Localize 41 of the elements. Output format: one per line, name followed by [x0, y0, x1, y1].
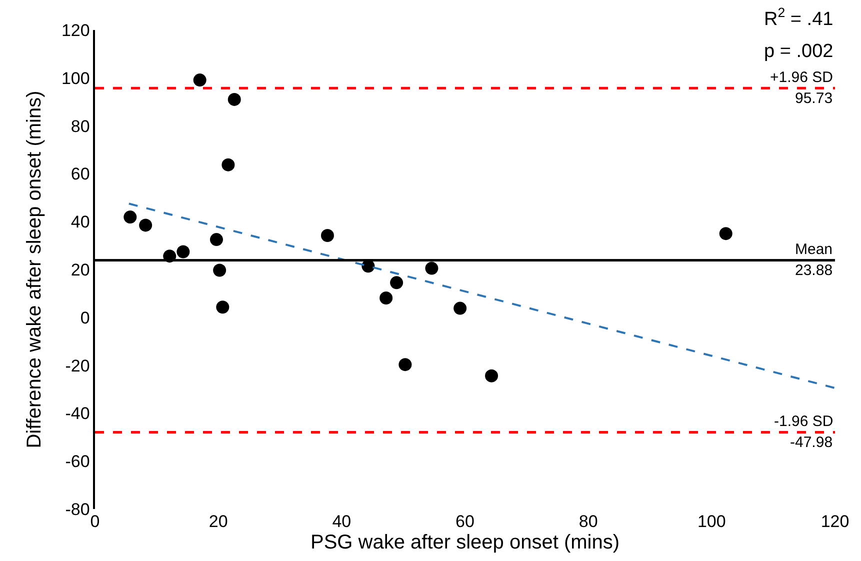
point — [320, 228, 334, 242]
point — [216, 300, 230, 314]
x-tick-label: 40 — [332, 512, 352, 531]
point — [228, 92, 241, 106]
y-tick-label: 40 — [70, 212, 90, 232]
text: R$^{2}$ = .41 — [764, 5, 834, 30]
y-tick-label: 100 — [61, 68, 90, 88]
y-tick-label: 0 — [80, 308, 90, 328]
x-tick-label: 120 — [820, 512, 850, 531]
point — [139, 218, 152, 232]
y-tick-label: 120 — [61, 20, 90, 40]
point — [222, 158, 235, 172]
y-tick-label: -40 — [65, 404, 90, 424]
x-tick-label: 80 — [578, 512, 598, 531]
point — [390, 276, 404, 290]
ref-line-label: Mean 23.88 — [795, 241, 833, 279]
y-tick-label: 80 — [70, 116, 90, 136]
point — [398, 358, 412, 372]
point — [124, 210, 137, 224]
y-tick-label: 60 — [70, 164, 90, 184]
y-tick-label: -20 — [65, 356, 90, 376]
y-axis-title: Difference wake after sleep onset (mins) — [23, 90, 46, 448]
point — [380, 292, 393, 304]
x-tick-label: 60 — [456, 512, 474, 531]
y-tick-label: -60 — [65, 452, 90, 472]
point — [425, 262, 438, 275]
point — [176, 245, 190, 258]
point — [193, 74, 206, 87]
point — [210, 233, 223, 246]
annotation: p = .002 — [764, 41, 834, 62]
ref-line-label: +1.96 SD 95.73 — [770, 69, 834, 107]
point — [719, 227, 732, 240]
ref-line-label: -1.96 SD -47.98 — [774, 413, 834, 451]
x-tick-label: 20 — [208, 512, 228, 531]
point — [454, 302, 467, 315]
point — [485, 369, 498, 382]
x-axis-title: PSG wake after sleep onset (mins) — [310, 532, 620, 554]
y-tick-label: 20 — [70, 260, 90, 280]
y-tick-label: -80 — [65, 500, 90, 519]
point — [213, 264, 226, 277]
x-tick-label: 100 — [697, 512, 726, 531]
